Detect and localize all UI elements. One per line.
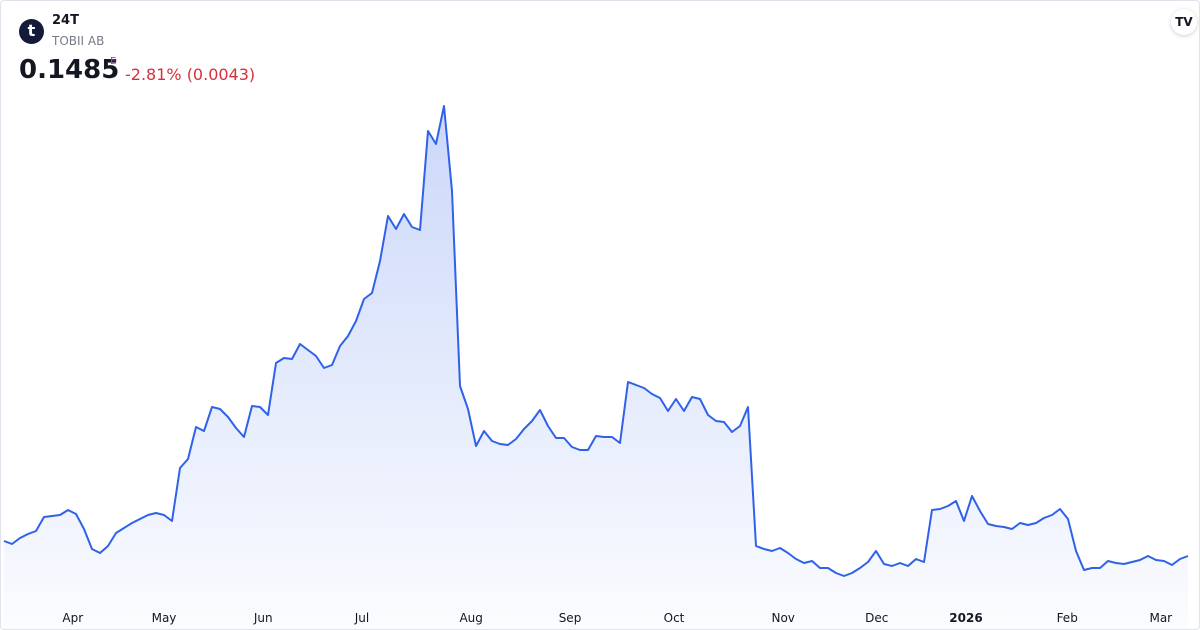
x-tick-label: Oct: [664, 611, 685, 625]
x-tick-label: Dec: [865, 611, 888, 625]
x-tick-label: Mar: [1149, 611, 1172, 625]
x-tick-label: May: [152, 611, 177, 625]
symbol[interactable]: 24T: [52, 13, 79, 28]
x-tick-label: Jun: [253, 611, 273, 625]
price-line: [3, 105, 1189, 577]
price-change: -2.81% (0.0043): [125, 65, 256, 84]
price-flag: E: [110, 56, 117, 67]
x-tick-label: Apr: [62, 611, 83, 625]
company-name: TOBII AB: [52, 34, 105, 48]
x-tick-label: Aug: [459, 611, 482, 625]
x-tick-label: Nov: [771, 611, 794, 625]
x-tick-label: Jul: [354, 611, 369, 625]
price: 0.1485: [19, 55, 120, 85]
logo: t: [19, 19, 44, 44]
x-tick-label: Sep: [559, 611, 582, 625]
x-tick-label: Feb: [1057, 611, 1078, 625]
x-tick-label: 2026: [949, 611, 982, 625]
area-fill: [4, 106, 1188, 629]
tradingview-logo[interactable]: TV: [1171, 9, 1197, 35]
